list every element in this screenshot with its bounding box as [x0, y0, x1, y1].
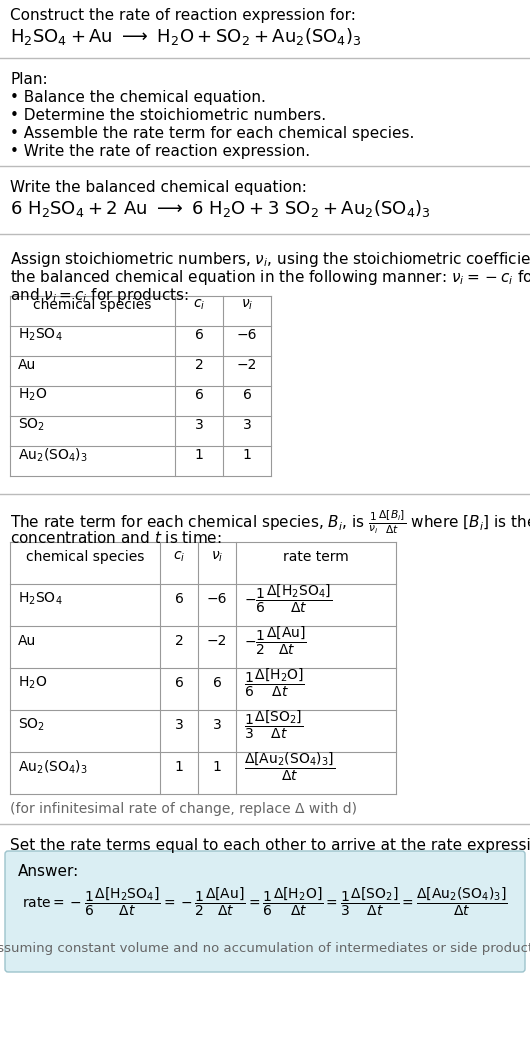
Text: $\mathrm{H_2O}$: $\mathrm{H_2O}$: [18, 387, 47, 403]
Text: 6: 6: [195, 328, 204, 342]
Text: 3: 3: [174, 718, 183, 732]
Text: $\nu_i$: $\nu_i$: [211, 550, 223, 564]
Text: −6: −6: [207, 592, 227, 606]
Text: and $\nu_i = c_i$ for products:: and $\nu_i = c_i$ for products:: [10, 286, 189, 305]
Text: −6: −6: [237, 328, 257, 342]
Text: $c_i$: $c_i$: [173, 550, 185, 564]
Text: The rate term for each chemical species, $B_i$, is $\frac{1}{\nu_i}\frac{\Delta[: The rate term for each chemical species,…: [10, 508, 530, 536]
Text: 3: 3: [213, 718, 222, 732]
Text: 1: 1: [213, 760, 222, 774]
Text: chemical species: chemical species: [33, 298, 152, 312]
Text: (assuming constant volume and no accumulation of intermediates or side products): (assuming constant volume and no accumul…: [0, 942, 530, 955]
Text: Assign stoichiometric numbers, $\nu_i$, using the stoichiometric coefficients, $: Assign stoichiometric numbers, $\nu_i$, …: [10, 250, 530, 269]
Text: Au: Au: [18, 358, 36, 372]
Text: $\mathrm{SO_2}$: $\mathrm{SO_2}$: [18, 717, 45, 733]
Text: Answer:: Answer:: [18, 864, 80, 879]
FancyBboxPatch shape: [5, 851, 525, 972]
Text: $-\dfrac{1}{2}\dfrac{\Delta[\mathrm{Au}]}{\Delta t}$: $-\dfrac{1}{2}\dfrac{\Delta[\mathrm{Au}]…: [244, 624, 307, 657]
Text: 1: 1: [243, 448, 251, 462]
Text: $\mathrm{H_2SO_4}$: $\mathrm{H_2SO_4}$: [18, 326, 63, 343]
Text: $\mathrm{H_2O}$: $\mathrm{H_2O}$: [18, 675, 47, 691]
Text: concentration and $t$ is time:: concentration and $t$ is time:: [10, 530, 222, 546]
Text: −2: −2: [237, 358, 257, 372]
Text: 3: 3: [243, 418, 251, 432]
Text: 6: 6: [213, 676, 222, 690]
Text: 6: 6: [174, 592, 183, 606]
Text: Set the rate terms equal to each other to arrive at the rate expression:: Set the rate terms equal to each other t…: [10, 838, 530, 852]
Text: Write the balanced chemical equation:: Write the balanced chemical equation:: [10, 180, 307, 195]
Text: $\dfrac{1}{6}\dfrac{\Delta[\mathrm{H_2O}]}{\Delta t}$: $\dfrac{1}{6}\dfrac{\Delta[\mathrm{H_2O}…: [244, 667, 305, 699]
Text: $\mathrm{H_2SO_4}$: $\mathrm{H_2SO_4}$: [18, 591, 63, 607]
Text: 6: 6: [174, 676, 183, 690]
Text: rate term: rate term: [283, 550, 349, 564]
Text: Construct the rate of reaction expression for:: Construct the rate of reaction expressio…: [10, 8, 356, 23]
Text: 6: 6: [195, 388, 204, 402]
Text: • Balance the chemical equation.: • Balance the chemical equation.: [10, 90, 266, 105]
Text: −2: −2: [207, 634, 227, 649]
Text: 1: 1: [195, 448, 204, 462]
Text: $\nu_i$: $\nu_i$: [241, 298, 253, 312]
Text: • Determine the stoichiometric numbers.: • Determine the stoichiometric numbers.: [10, 108, 326, 123]
Text: 6: 6: [243, 388, 251, 402]
Text: $\dfrac{\Delta[\mathrm{Au_2(SO_4)_3}]}{\Delta t}$: $\dfrac{\Delta[\mathrm{Au_2(SO_4)_3}]}{\…: [244, 751, 335, 783]
Text: the balanced chemical equation in the following manner: $\nu_i = -c_i$ for react: the balanced chemical equation in the fo…: [10, 268, 530, 287]
Text: Plan:: Plan:: [10, 72, 48, 87]
Text: 2: 2: [174, 634, 183, 649]
Text: 3: 3: [195, 418, 204, 432]
Text: $\mathrm{rate} = -\dfrac{1}{6}\dfrac{\Delta[\mathrm{H_2SO_4}]}{\Delta t} = -\dfr: $\mathrm{rate} = -\dfrac{1}{6}\dfrac{\De…: [22, 886, 508, 918]
Text: $c_i$: $c_i$: [193, 298, 205, 312]
Text: Au: Au: [18, 634, 36, 649]
Text: chemical species: chemical species: [26, 550, 144, 564]
Text: • Assemble the rate term for each chemical species.: • Assemble the rate term for each chemic…: [10, 126, 414, 141]
Text: 2: 2: [195, 358, 204, 372]
Text: $\mathrm{SO_2}$: $\mathrm{SO_2}$: [18, 416, 45, 433]
Text: $\mathrm{Au_2(SO_4)_3}$: $\mathrm{Au_2(SO_4)_3}$: [18, 447, 88, 463]
Text: $\mathrm{Au_2(SO_4)_3}$: $\mathrm{Au_2(SO_4)_3}$: [18, 758, 88, 776]
Text: (for infinitesimal rate of change, replace Δ with d): (for infinitesimal rate of change, repla…: [10, 802, 357, 816]
Text: $-\dfrac{1}{6}\dfrac{\Delta[\mathrm{H_2SO_4}]}{\Delta t}$: $-\dfrac{1}{6}\dfrac{\Delta[\mathrm{H_2S…: [244, 583, 332, 615]
Text: • Write the rate of reaction expression.: • Write the rate of reaction expression.: [10, 144, 310, 159]
Text: 1: 1: [174, 760, 183, 774]
Text: $\mathrm{6\ H_2SO_4 + 2\ Au \ \longrightarrow \ 6\ H_2O + 3\ SO_2 + Au_2(SO_4)_3: $\mathrm{6\ H_2SO_4 + 2\ Au \ \longright…: [10, 198, 431, 219]
Text: $\mathrm{H_2SO_4 + Au \ \longrightarrow \ H_2O + SO_2 + Au_2(SO_4)_3}$: $\mathrm{H_2SO_4 + Au \ \longrightarrow …: [10, 26, 361, 47]
Text: $\dfrac{1}{3}\dfrac{\Delta[\mathrm{SO_2}]}{\Delta t}$: $\dfrac{1}{3}\dfrac{\Delta[\mathrm{SO_2}…: [244, 709, 303, 742]
